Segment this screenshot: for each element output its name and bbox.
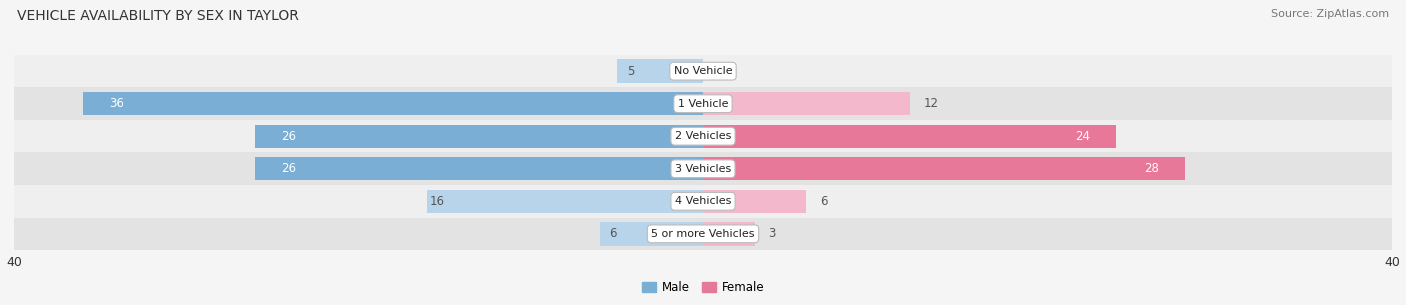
- Bar: [703, 157, 1185, 181]
- Bar: [14, 152, 1392, 185]
- Text: No Vehicle: No Vehicle: [673, 66, 733, 76]
- Bar: [599, 222, 703, 246]
- Text: 24: 24: [1076, 130, 1091, 143]
- Bar: [427, 190, 703, 213]
- Bar: [703, 124, 1116, 148]
- Text: 5: 5: [627, 65, 634, 78]
- Bar: [256, 124, 703, 148]
- Text: 3 Vehicles: 3 Vehicles: [675, 164, 731, 174]
- Bar: [83, 92, 703, 115]
- Text: 6: 6: [820, 195, 828, 208]
- Text: Source: ZipAtlas.com: Source: ZipAtlas.com: [1271, 9, 1389, 19]
- Text: 12: 12: [924, 97, 938, 110]
- Bar: [14, 185, 1392, 217]
- Bar: [703, 222, 755, 246]
- Text: 6: 6: [609, 227, 617, 240]
- Text: 2 Vehicles: 2 Vehicles: [675, 131, 731, 141]
- Text: 5 or more Vehicles: 5 or more Vehicles: [651, 229, 755, 239]
- Text: 4 Vehicles: 4 Vehicles: [675, 196, 731, 206]
- Bar: [703, 92, 910, 115]
- Text: VEHICLE AVAILABILITY BY SEX IN TAYLOR: VEHICLE AVAILABILITY BY SEX IN TAYLOR: [17, 9, 298, 23]
- Text: 26: 26: [281, 162, 297, 175]
- Bar: [703, 190, 807, 213]
- Bar: [14, 55, 1392, 88]
- Bar: [14, 88, 1392, 120]
- Bar: [14, 120, 1392, 152]
- Bar: [617, 59, 703, 83]
- Text: 28: 28: [1144, 162, 1160, 175]
- Text: 1 Vehicle: 1 Vehicle: [678, 99, 728, 109]
- Bar: [256, 157, 703, 181]
- Text: 0: 0: [717, 65, 724, 78]
- Text: 3: 3: [769, 227, 776, 240]
- Text: 16: 16: [430, 195, 444, 208]
- Text: 36: 36: [108, 97, 124, 110]
- Bar: [14, 217, 1392, 250]
- Text: 26: 26: [281, 130, 297, 143]
- Legend: Male, Female: Male, Female: [637, 276, 769, 299]
